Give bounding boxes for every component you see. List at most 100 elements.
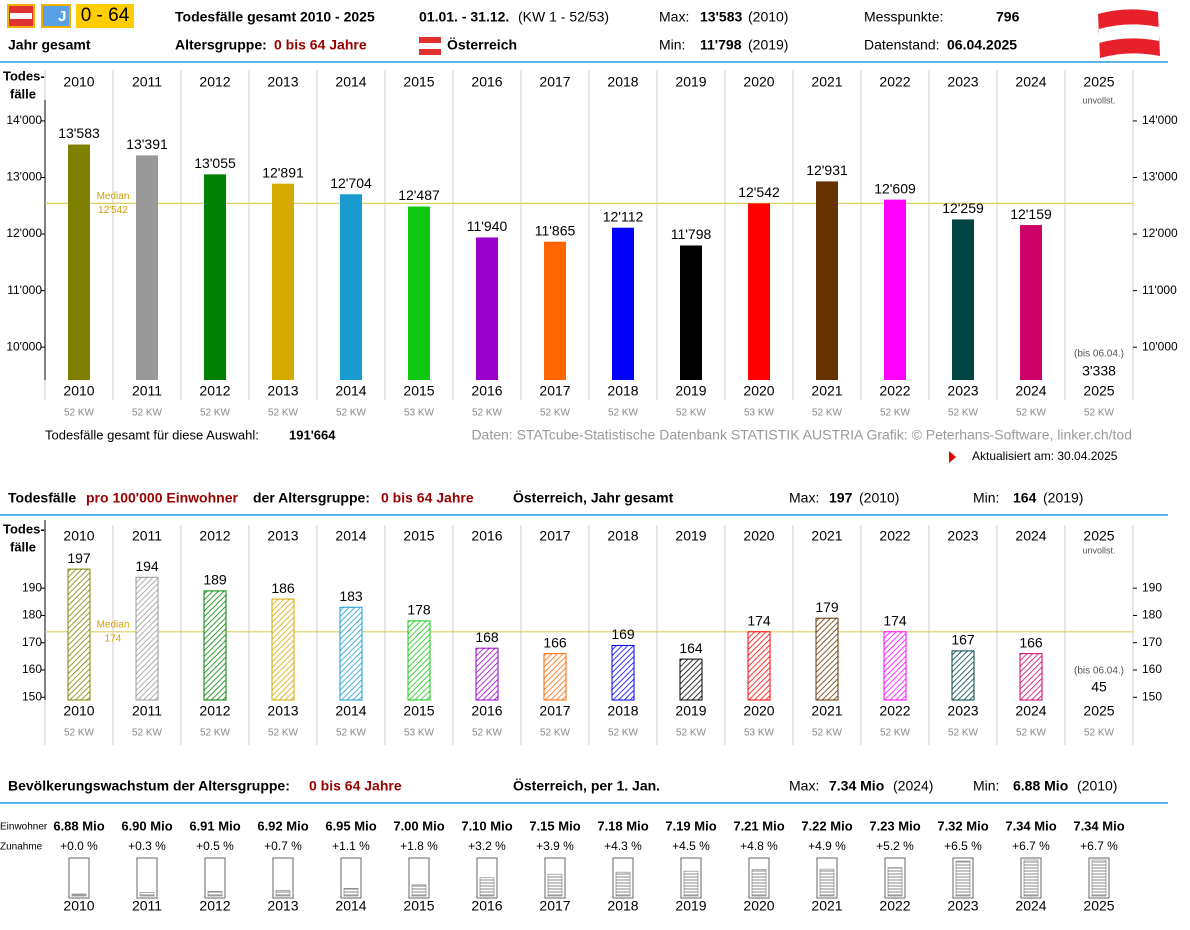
population-value: 6.95 Mio xyxy=(325,818,376,833)
value-label: 174 xyxy=(883,613,907,629)
partial-label: (bis 06.04.) xyxy=(1074,349,1124,360)
gauge-fill xyxy=(1091,859,1107,897)
x-label-top: 2012 xyxy=(199,528,230,544)
value-label: 179 xyxy=(815,599,839,615)
y-axis-label: fälle xyxy=(10,539,36,554)
population-value: 7.10 Mio xyxy=(461,818,512,833)
x-label: 2025 xyxy=(1083,383,1114,399)
week-count: 52 KW xyxy=(268,728,299,739)
population-value: 6.92 Mio xyxy=(257,818,308,833)
week-count: 52 KW xyxy=(336,408,367,419)
value-label: 13'391 xyxy=(126,136,168,152)
growth-label: +3.2 % xyxy=(468,839,506,853)
bar xyxy=(952,219,974,380)
value-label: 11'865 xyxy=(535,222,576,238)
s3-max-year: (2024) xyxy=(893,778,933,794)
y-tick-label-right: 160 xyxy=(1142,662,1162,676)
max-value: 13'583 xyxy=(700,9,742,25)
value-label: 11'940 xyxy=(467,218,508,234)
week-count: 52 KW xyxy=(472,408,503,419)
x-label: 2021 xyxy=(811,383,842,399)
value-label: 174 xyxy=(747,613,771,629)
y-axis-label: Todes- xyxy=(3,521,45,536)
x-label-top: 2024 xyxy=(1015,528,1046,544)
x-label-top: 2013 xyxy=(267,528,298,544)
y-tick-label: 10'000 xyxy=(6,339,42,353)
row-label: Einwohner xyxy=(0,822,48,833)
x-label: 2021 xyxy=(811,898,842,914)
country: Österreich xyxy=(447,37,517,53)
growth-label: +4.8 % xyxy=(740,839,778,853)
gauge-fill xyxy=(1023,859,1039,897)
week-count: 52 KW xyxy=(1016,728,1047,739)
growth-label: +6.7 % xyxy=(1012,839,1050,853)
bar xyxy=(271,598,295,701)
growth-label: +6.7 % xyxy=(1080,839,1118,853)
y-tick-label-right: 11'000 xyxy=(1142,283,1177,297)
growth-label: +1.1 % xyxy=(332,839,370,853)
min-year: (2019) xyxy=(748,37,788,53)
bar xyxy=(475,647,499,701)
median-text: Median xyxy=(97,191,130,202)
gauge-fill xyxy=(275,890,291,897)
growth-label: +3.9 % xyxy=(536,839,574,853)
growth-label: +6.5 % xyxy=(944,839,982,853)
bar xyxy=(340,194,362,380)
x-label-top: 2018 xyxy=(607,74,638,90)
x-label: 2015 xyxy=(403,898,434,914)
population-value: 7.19 Mio xyxy=(665,818,716,833)
week-count: 52 KW xyxy=(880,408,911,419)
bar xyxy=(407,620,431,701)
gauge-fill xyxy=(139,892,155,897)
x-label-top: 2016 xyxy=(471,74,502,90)
s3-group: 0 bis 64 Jahre xyxy=(309,778,402,794)
x-label: 2024 xyxy=(1015,898,1046,914)
week-count: 52 KW xyxy=(676,408,707,419)
growth-label: +4.3 % xyxy=(604,839,642,853)
x-label: 2010 xyxy=(63,383,94,399)
y-tick-label-right: 14'000 xyxy=(1142,113,1178,127)
x-label-top: 2013 xyxy=(267,74,298,90)
value-label: 12'609 xyxy=(874,180,916,196)
value-label: 189 xyxy=(203,572,227,588)
s3-title: Bevölkerungswachstum der Altersgruppe: xyxy=(8,778,290,794)
arrow-icon[interactable] xyxy=(949,451,956,463)
flag-icon[interactable] xyxy=(7,4,35,28)
growth-label: +4.5 % xyxy=(672,839,710,853)
x-label: 2020 xyxy=(743,898,774,914)
x-label: 2023 xyxy=(947,703,978,719)
x-label: 2017 xyxy=(539,898,570,914)
week-count: 52 KW xyxy=(1016,408,1047,419)
y-tick-label-right: 180 xyxy=(1142,608,1162,622)
x-label-top: 2017 xyxy=(539,528,570,544)
chart-icon[interactable] xyxy=(41,4,71,28)
population-value: 7.00 Mio xyxy=(393,818,444,833)
badge[interactable] xyxy=(76,4,134,28)
x-label: 2024 xyxy=(1015,703,1046,719)
week-count: 52 KW xyxy=(540,728,571,739)
bar xyxy=(543,653,567,701)
value-label: 3'338 xyxy=(1082,363,1116,379)
week-count: 52 KW xyxy=(812,728,843,739)
gauge-frame xyxy=(340,857,362,899)
title: Todesfälle gesamt 2010 - 2025 xyxy=(175,9,375,25)
x-label: 2011 xyxy=(132,898,162,914)
week-count: 53 KW xyxy=(404,728,435,739)
bar xyxy=(135,576,159,701)
y-tick-label-right: 10'000 xyxy=(1142,339,1178,353)
gauge-fill xyxy=(955,860,971,897)
x-label-top: 2016 xyxy=(471,528,502,544)
x-label: 2024 xyxy=(1015,383,1046,399)
s3-min-year: (2010) xyxy=(1077,778,1117,794)
bar xyxy=(611,644,635,701)
bar xyxy=(339,606,363,701)
population-value: 7.18 Mio xyxy=(597,818,648,833)
bar xyxy=(544,241,566,380)
week-count: 52 KW xyxy=(64,728,95,739)
growth-label: +0.5 % xyxy=(196,839,234,853)
s2-min-label: Min: xyxy=(973,490,999,506)
y-tick-label: 13'000 xyxy=(6,170,42,184)
bar xyxy=(272,183,294,380)
population-value: 7.22 Mio xyxy=(801,818,852,833)
y-tick-label: 12'000 xyxy=(6,226,42,240)
